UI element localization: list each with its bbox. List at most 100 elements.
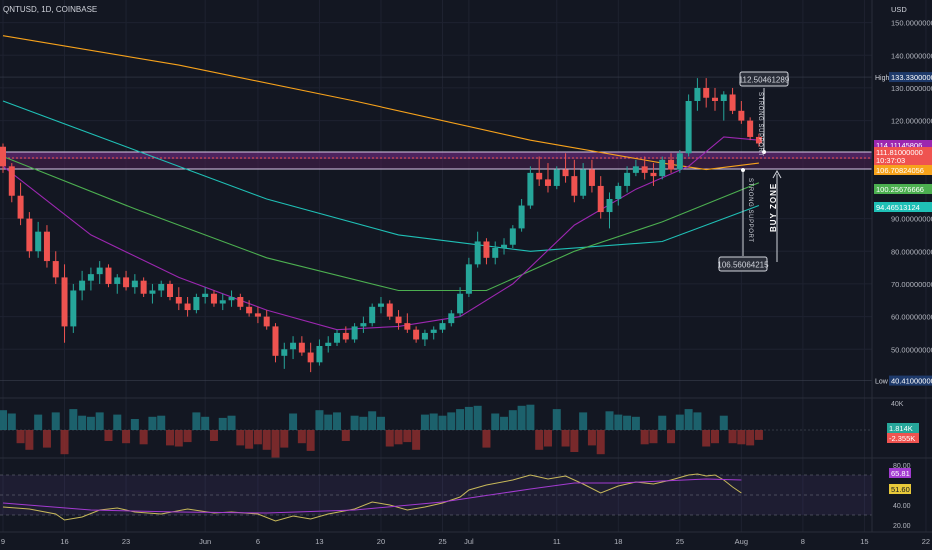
- candle-body[interactable]: [254, 313, 261, 317]
- candle-body[interactable]: [747, 120, 754, 137]
- candle-body[interactable]: [123, 277, 130, 288]
- candle-body[interactable]: [457, 293, 464, 314]
- candle-body[interactable]: [439, 323, 446, 330]
- candle-body[interactable]: [360, 323, 367, 327]
- candle-body[interactable]: [79, 280, 86, 291]
- candle-body[interactable]: [263, 316, 270, 327]
- candle-body[interactable]: [738, 110, 745, 121]
- candle-body[interactable]: [114, 277, 121, 284]
- volume-pane[interactable]: [0, 397, 932, 458]
- candle-body[interactable]: [703, 87, 710, 98]
- candle-body[interactable]: [694, 87, 701, 101]
- candle-body[interactable]: [615, 185, 622, 199]
- candle-body[interactable]: [70, 290, 77, 327]
- time-axis[interactable]: 91623Jun6132025Jul111825Aug8152227Sep: [0, 531, 932, 546]
- candle-body[interactable]: [448, 313, 455, 324]
- candle-body[interactable]: [668, 159, 675, 170]
- candle-body[interactable]: [553, 169, 560, 186]
- candle-body[interactable]: [536, 172, 543, 180]
- candle-body[interactable]: [413, 329, 420, 340]
- candle-body[interactable]: [676, 153, 683, 170]
- candle-body[interactable]: [597, 185, 604, 213]
- candle-body[interactable]: [501, 244, 508, 248]
- candle-body[interactable]: [650, 172, 657, 177]
- candle-body[interactable]: [518, 205, 525, 229]
- candle-body[interactable]: [395, 316, 402, 324]
- candle-body[interactable]: [193, 297, 200, 311]
- candle-body[interactable]: [474, 241, 481, 265]
- candle-body[interactable]: [369, 306, 376, 324]
- candle-body[interactable]: [281, 349, 288, 356]
- candle-body[interactable]: [659, 159, 666, 177]
- candle-body[interactable]: [430, 329, 437, 333]
- candle-body[interactable]: [175, 297, 182, 304]
- candlestick-series[interactable]: [0, 78, 762, 373]
- candle-body[interactable]: [8, 166, 15, 196]
- candle-body[interactable]: [96, 267, 103, 275]
- candle-body[interactable]: [755, 136, 762, 144]
- candle-body[interactable]: [465, 264, 472, 294]
- candle-body[interactable]: [562, 169, 569, 177]
- candle-body[interactable]: [386, 303, 393, 317]
- candle-body[interactable]: [588, 169, 595, 186]
- support-bottom-label-box[interactable]: [718, 256, 768, 272]
- candle-body[interactable]: [158, 283, 165, 291]
- candle-body[interactable]: [316, 346, 323, 363]
- candle-body[interactable]: [325, 342, 332, 346]
- candle-body[interactable]: [404, 323, 411, 330]
- candle-body[interactable]: [140, 280, 147, 294]
- candle-body[interactable]: [492, 248, 499, 258]
- price-axis[interactable]: USD 150.00000000 140.00000000 130.00000000…: [871, 0, 932, 532]
- candle-body[interactable]: [26, 218, 33, 252]
- candle-body[interactable]: [167, 283, 174, 297]
- candle-body[interactable]: [720, 94, 727, 101]
- candle-body[interactable]: [377, 303, 384, 307]
- volume-bar-up: [473, 405, 482, 430]
- candle-body[interactable]: [105, 267, 112, 284]
- candle-body[interactable]: [483, 241, 490, 258]
- candle-body[interactable]: [729, 94, 736, 111]
- candle-body[interactable]: [685, 101, 692, 154]
- candle-body[interactable]: [61, 277, 68, 327]
- candle-body[interactable]: [237, 297, 244, 307]
- candle-body[interactable]: [544, 179, 551, 186]
- candle-body[interactable]: [210, 293, 217, 304]
- candle-body[interactable]: [342, 332, 349, 340]
- candle-body[interactable]: [624, 172, 631, 186]
- candle-body[interactable]: [35, 231, 42, 252]
- candle-body[interactable]: [52, 261, 59, 278]
- candle-body[interactable]: [246, 306, 253, 314]
- candle-body[interactable]: [421, 332, 428, 340]
- candle-body[interactable]: [43, 231, 50, 262]
- candle-body[interactable]: [219, 300, 226, 304]
- candle-body[interactable]: [149, 290, 156, 294]
- candle-body[interactable]: [298, 342, 305, 353]
- candle-body[interactable]: [87, 274, 94, 281]
- volume-bar-down: [174, 430, 183, 447]
- symbol-title[interactable]: QNTUSD, 1D, COINBASE: [3, 5, 97, 14]
- candle-body[interactable]: [228, 297, 235, 301]
- candle-body[interactable]: [351, 326, 358, 340]
- rsi-pane[interactable]: [0, 457, 932, 522]
- candle-body[interactable]: [202, 293, 209, 297]
- candle-body[interactable]: [632, 166, 639, 173]
- candle-body[interactable]: [184, 303, 191, 311]
- candle-body[interactable]: [580, 169, 587, 196]
- candle-body[interactable]: [272, 326, 279, 356]
- candle-body[interactable]: [509, 228, 516, 245]
- candle-body[interactable]: [571, 176, 578, 196]
- price-pane[interactable]: 112.50461289 STRONG SUPPORT 106.56064215…: [0, 0, 932, 532]
- candle-body[interactable]: [0, 146, 6, 167]
- candle-body[interactable]: [290, 342, 297, 350]
- candle-body[interactable]: [334, 332, 341, 343]
- candle-body[interactable]: [131, 280, 138, 288]
- candle-body[interactable]: [711, 97, 718, 101]
- candle-body[interactable]: [606, 199, 613, 213]
- candle-body[interactable]: [641, 166, 648, 173]
- candle-body[interactable]: [307, 352, 314, 363]
- candle-body[interactable]: [527, 172, 534, 206]
- support-top-label-box[interactable]: [739, 71, 789, 87]
- candle-body[interactable]: [17, 195, 24, 219]
